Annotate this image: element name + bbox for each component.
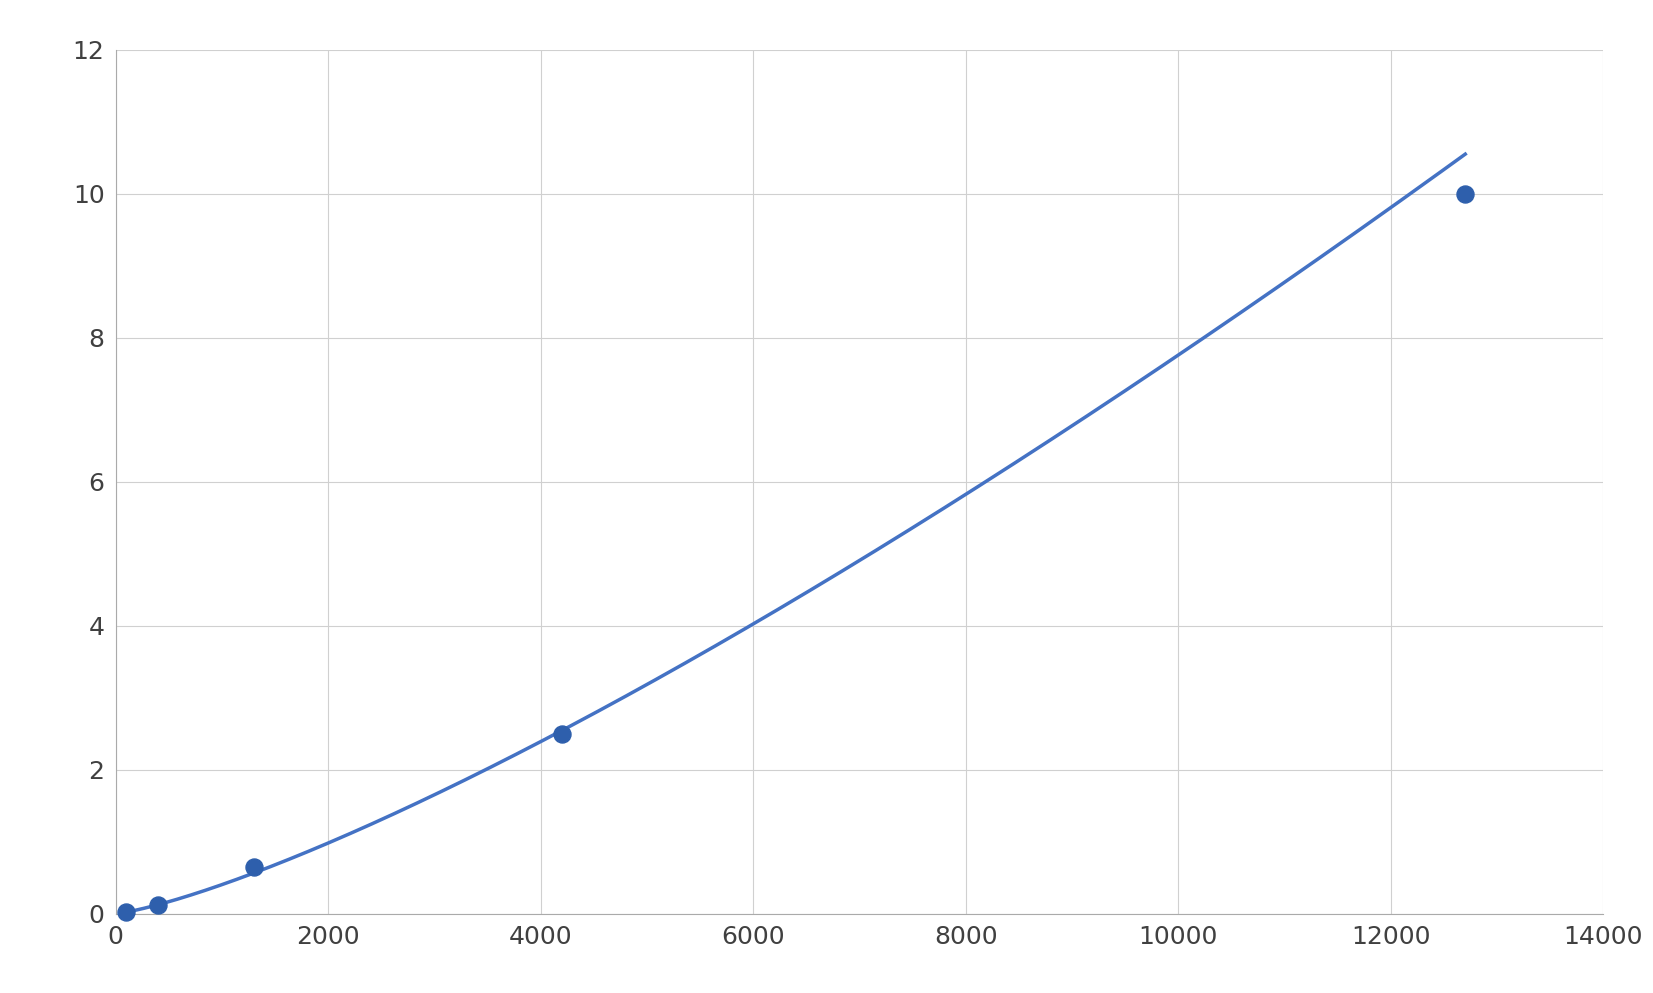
Point [145, 897, 172, 913]
Point [1451, 186, 1478, 202]
Point [112, 905, 139, 921]
Point [241, 859, 268, 875]
Point [549, 726, 575, 742]
